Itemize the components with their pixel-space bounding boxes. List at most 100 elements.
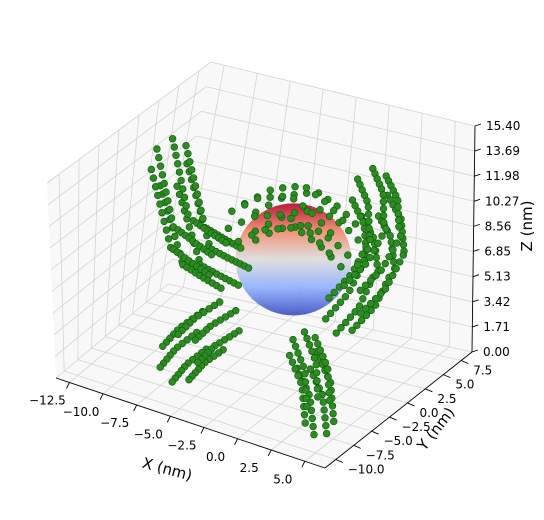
- y-tick: [353, 444, 361, 449]
- z-tick-label: 11.98: [485, 169, 519, 183]
- data-point: [325, 212, 334, 220]
- data-point: [310, 430, 318, 439]
- data-point: [192, 247, 201, 256]
- x-tick-label: −12.5: [29, 394, 66, 408]
- data-point: [361, 281, 370, 290]
- data-point: [158, 209, 166, 217]
- grid-line-z-back: [196, 135, 475, 202]
- data-point: [299, 362, 307, 371]
- data-point: [151, 183, 160, 191]
- grid-line-z-back: [201, 110, 475, 177]
- data-point: [294, 349, 302, 357]
- data-point: [302, 184, 311, 192]
- data-point: [326, 309, 335, 318]
- data-point: [301, 378, 310, 386]
- data-point: [250, 212, 259, 220]
- z-tick-label: 8.56: [485, 219, 512, 233]
- y-tick-label: 5.0: [455, 378, 474, 392]
- data-point: [314, 340, 322, 348]
- data-point: [346, 286, 354, 295]
- data-point: [253, 194, 262, 203]
- data-point: [330, 288, 338, 297]
- data-point: [191, 182, 200, 190]
- data-point: [320, 197, 329, 206]
- data-point: [376, 290, 385, 298]
- data-point: [168, 378, 176, 386]
- grid-line-z-left: [52, 209, 183, 314]
- data-point: [313, 385, 322, 393]
- data-point: [297, 228, 306, 237]
- grid-line-y-floor: [77, 359, 354, 446]
- data-point: [382, 225, 390, 233]
- data-point: [248, 231, 256, 239]
- x-tick: [200, 427, 205, 434]
- data-point: [324, 365, 332, 373]
- data-point: [357, 309, 365, 317]
- data-point: [174, 160, 182, 168]
- x-tick: [234, 438, 238, 445]
- y-tick-label: 7.5: [473, 363, 492, 377]
- grid-line-x-floor: [69, 287, 184, 383]
- data-point: [381, 285, 390, 293]
- grid-line-x-wall: [410, 113, 423, 339]
- data-point: [301, 370, 309, 378]
- grid-line-z-back: [206, 86, 475, 152]
- data-point: [341, 318, 350, 327]
- data-point: [160, 217, 168, 226]
- data-point: [366, 299, 375, 308]
- axis-lines: [55, 125, 476, 469]
- tick-labels: −12.5−10.0−7.5−5.0−2.50.02.55.0−10.0−7.5…: [29, 119, 520, 486]
- x-tick-label: −7.5: [100, 416, 129, 430]
- x-tick: [301, 461, 306, 468]
- x-tick-label: −5.0: [134, 427, 163, 441]
- data-point: [351, 271, 359, 279]
- data-point: [396, 232, 405, 240]
- data-point: [191, 336, 199, 344]
- data-point: [364, 210, 373, 218]
- data-point: [266, 193, 274, 201]
- data-point: [378, 232, 386, 240]
- data-point: [388, 271, 397, 280]
- data-point: [319, 352, 327, 361]
- data-point: [158, 171, 167, 179]
- y-tick: [407, 402, 415, 407]
- data-point: [205, 305, 213, 313]
- y-tick: [371, 430, 379, 435]
- data-point: [366, 253, 374, 262]
- data-point: [210, 301, 219, 310]
- data-points: [147, 135, 408, 439]
- data-point: [332, 329, 340, 337]
- data-point: [354, 236, 362, 244]
- data-point: [320, 406, 328, 414]
- data-point: [321, 358, 330, 367]
- grid-line-z-back: [191, 160, 474, 227]
- data-point: [288, 358, 297, 366]
- data-point: [160, 179, 168, 188]
- data-point: [287, 224, 295, 232]
- data-point: [287, 214, 295, 223]
- data-point: [217, 284, 225, 292]
- grid-line-z-back: [210, 61, 476, 127]
- data-point: [162, 188, 170, 196]
- data-point: [325, 396, 334, 405]
- data-point: [321, 315, 330, 323]
- y-tick-label: 0.0: [419, 406, 438, 420]
- grid-line-z-left: [47, 86, 207, 205]
- data-point: [379, 204, 388, 213]
- data-point: [290, 209, 299, 217]
- data-point: [296, 221, 305, 230]
- data-point: [164, 197, 172, 205]
- data-point: [207, 250, 216, 259]
- data-point: [324, 373, 332, 381]
- tick-marks: [66, 123, 482, 468]
- grid-line-y-wall: [118, 115, 140, 326]
- grid-line-z-left: [48, 110, 202, 227]
- y-tick-label: −5.0: [384, 434, 413, 448]
- z-tick-label: 15.40: [486, 119, 520, 133]
- data-point: [372, 271, 380, 279]
- data-point: [351, 220, 360, 228]
- data-point: [215, 298, 224, 306]
- data-point: [234, 237, 243, 246]
- data-point: [294, 371, 302, 380]
- z-tick: [472, 324, 479, 328]
